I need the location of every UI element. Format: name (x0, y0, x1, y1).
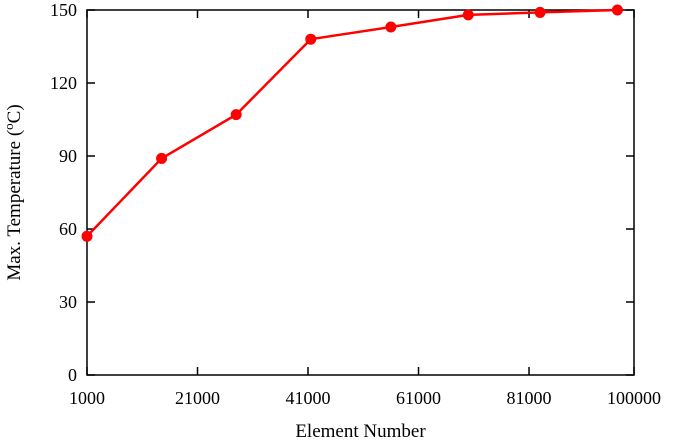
y-tick-label: 0 (68, 365, 77, 385)
y-tick-label: 60 (59, 219, 77, 239)
series-layer (81, 4, 623, 242)
x-tick-label: 1000 (69, 388, 105, 408)
data-point (81, 230, 93, 242)
y-tick-label: 30 (59, 292, 77, 312)
x-axis-title: Element Number (295, 421, 426, 441)
x-tick-label: 41000 (286, 388, 331, 408)
data-point (534, 6, 546, 18)
plot-border (86, 9, 635, 376)
y-axis-ticks: 0 30 60 90 120 150 (50, 0, 634, 385)
data-point (156, 152, 168, 164)
x-tick-label: 81000 (507, 388, 552, 408)
x-tick-label: 61000 (396, 388, 441, 408)
data-point (305, 33, 317, 45)
y-axis-title-pre: Max. Temperature ( (4, 130, 25, 281)
x-tick-label: 100000 (607, 388, 661, 408)
series-line (86, 8, 618, 238)
y-tick-label: 120 (50, 73, 77, 93)
data-point (611, 4, 623, 16)
data-point (385, 21, 397, 33)
y-axis-title-sup: o (1, 123, 16, 130)
y-axis-title: Max. Temperature (oC) (1, 104, 25, 280)
y-tick-label: 150 (50, 0, 77, 20)
y-axis-title-post: C) (4, 104, 25, 123)
data-point (462, 9, 474, 21)
data-point (230, 109, 242, 121)
x-axis-ticks: 1000 21000 41000 61000 81000 100000 (69, 10, 661, 408)
x-tick-label: 21000 (175, 388, 220, 408)
plot-frame (86, 9, 635, 376)
y-tick-label: 90 (59, 146, 77, 166)
